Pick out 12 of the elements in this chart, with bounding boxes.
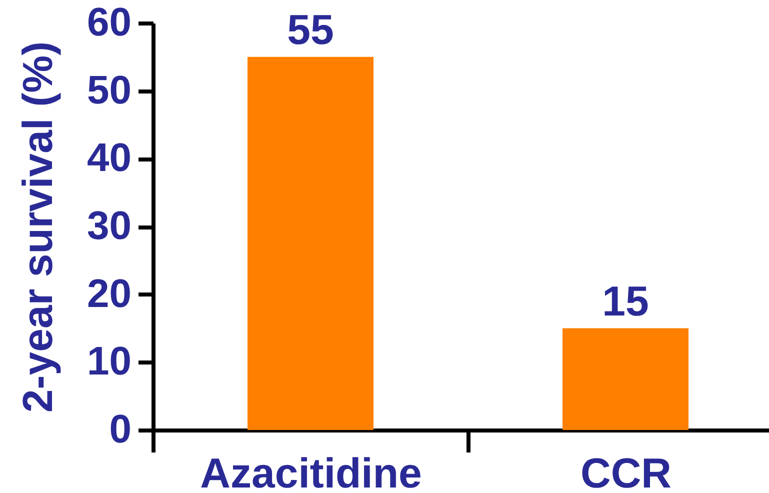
x-tick-label: CCR [580,450,672,493]
y-tick-label: 30 [87,204,132,248]
data-label: 15 [602,277,649,324]
y-tick-label: 0 [109,408,132,452]
y-tick-label: 50 [87,68,132,112]
y-tick-label: 40 [87,136,132,180]
x-tick-label: Azacitidine [200,450,422,493]
y-tick-label: 60 [87,0,132,44]
data-label: 55 [287,6,334,53]
y-tick-label: 20 [87,272,132,316]
y-tick-label: 10 [87,340,132,384]
y-axis-title: 2-year survival (%) [14,41,62,413]
